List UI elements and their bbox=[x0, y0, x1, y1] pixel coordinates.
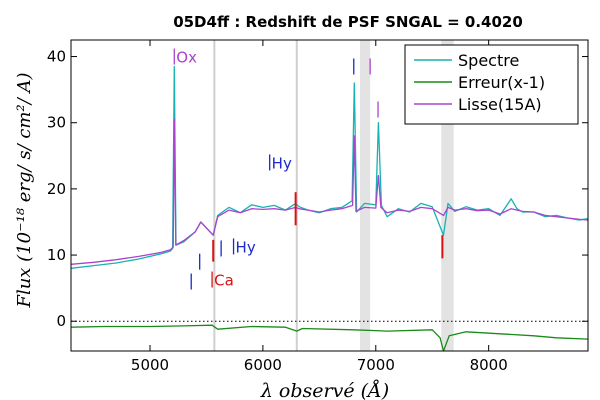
y-tick-label-4: 40 bbox=[47, 48, 66, 66]
chart-title: 05D4ff : Redshift de PSF SNGAL = 0.4020 bbox=[173, 13, 523, 31]
plot-frame bbox=[70, 39, 589, 352]
x-tick-label-0: 5000 bbox=[131, 356, 169, 374]
legend-label-spectre: Spectre bbox=[458, 51, 519, 70]
annotation-label-3: Ca bbox=[214, 272, 234, 290]
y-tick-label-3: 30 bbox=[47, 114, 66, 132]
y-axis-label: Flux (10⁻¹⁸ erg/ s/ cm²/ A) bbox=[14, 72, 35, 308]
series-line-2 bbox=[70, 118, 589, 265]
x-tick-label-2: 7000 bbox=[357, 356, 395, 374]
annotation-label-1: Hy bbox=[272, 154, 292, 172]
y-tick-label-1: 10 bbox=[47, 246, 66, 264]
annotation-label-0: Ox bbox=[176, 49, 197, 67]
x-tick-label-3: 8000 bbox=[470, 356, 508, 374]
x-axis-label: λ observé (Å) bbox=[260, 380, 389, 400]
x-axis-ticks: 5000 6000 7000 8000 bbox=[131, 40, 508, 374]
legend-label-lisse: Lisse(15A) bbox=[458, 95, 542, 114]
y-axis-ticks: 0 10 20 30 40 bbox=[47, 48, 588, 330]
vertical-lines bbox=[213, 40, 298, 351]
legend-box bbox=[404, 44, 579, 125]
legend: Spectre Erreur(x-1) Lisse(15A) bbox=[404, 44, 579, 125]
legend-label-erreur: Erreur(x-1) bbox=[458, 73, 545, 92]
series-lines bbox=[70, 65, 589, 352]
red-segments bbox=[212, 192, 444, 262]
series-line-1 bbox=[70, 324, 589, 352]
shaded-band-0 bbox=[359, 40, 371, 351]
x-tick-label-1: 6000 bbox=[244, 356, 282, 374]
y-tick-label-0: 0 bbox=[56, 312, 66, 330]
annotation-label-2: Hy bbox=[236, 238, 256, 256]
y-tick-label-2: 20 bbox=[47, 180, 66, 198]
